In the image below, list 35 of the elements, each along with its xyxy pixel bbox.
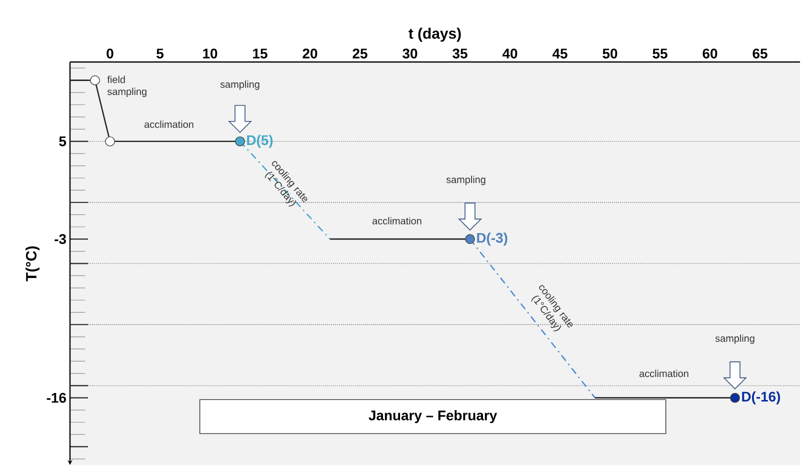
x-tick-label: 15 [253,48,268,58]
x-tick-label: 55 [652,48,668,58]
series-label: D(5) [247,134,273,148]
annotation: sampling [715,334,754,344]
point [105,136,115,146]
point [235,136,245,146]
x-tick-label: 5 [156,48,164,58]
x-tick-label: 45 [552,48,568,58]
x-tick-label: 20 [302,48,318,58]
x-tick-label: 50 [602,48,618,58]
x-axis-title: t (days) [408,28,461,42]
annotation: sampling [220,80,260,90]
point [730,392,740,403]
x-tick-label: 40 [502,48,518,58]
x-tick-label: 35 [452,48,468,58]
annotation: acclimation [372,217,422,224]
y-tick-label: -16 [46,392,66,403]
point [465,234,475,244]
annotation: acclimation [144,120,194,128]
series-label: D(-16) [742,391,780,404]
x-tick-label: 65 [752,48,768,58]
y-axis-title: T(°C) [26,246,40,282]
annotation: field sampling [107,76,146,98]
x-tick-label: 25 [352,48,368,58]
annotation: sampling [446,176,486,186]
y-tick-label: 5 [59,136,66,146]
x-tick-label: 30 [402,48,418,58]
series-label: D(-3) [477,232,508,246]
x-tick-label: 10 [203,48,218,58]
x-tick-label: 0 [106,48,114,58]
annotation: January – February [368,410,498,424]
y-tick-label: -3 [54,234,66,244]
annotation: acclimation [640,370,688,378]
x-tick-label: 60 [702,48,718,58]
point [90,75,100,86]
